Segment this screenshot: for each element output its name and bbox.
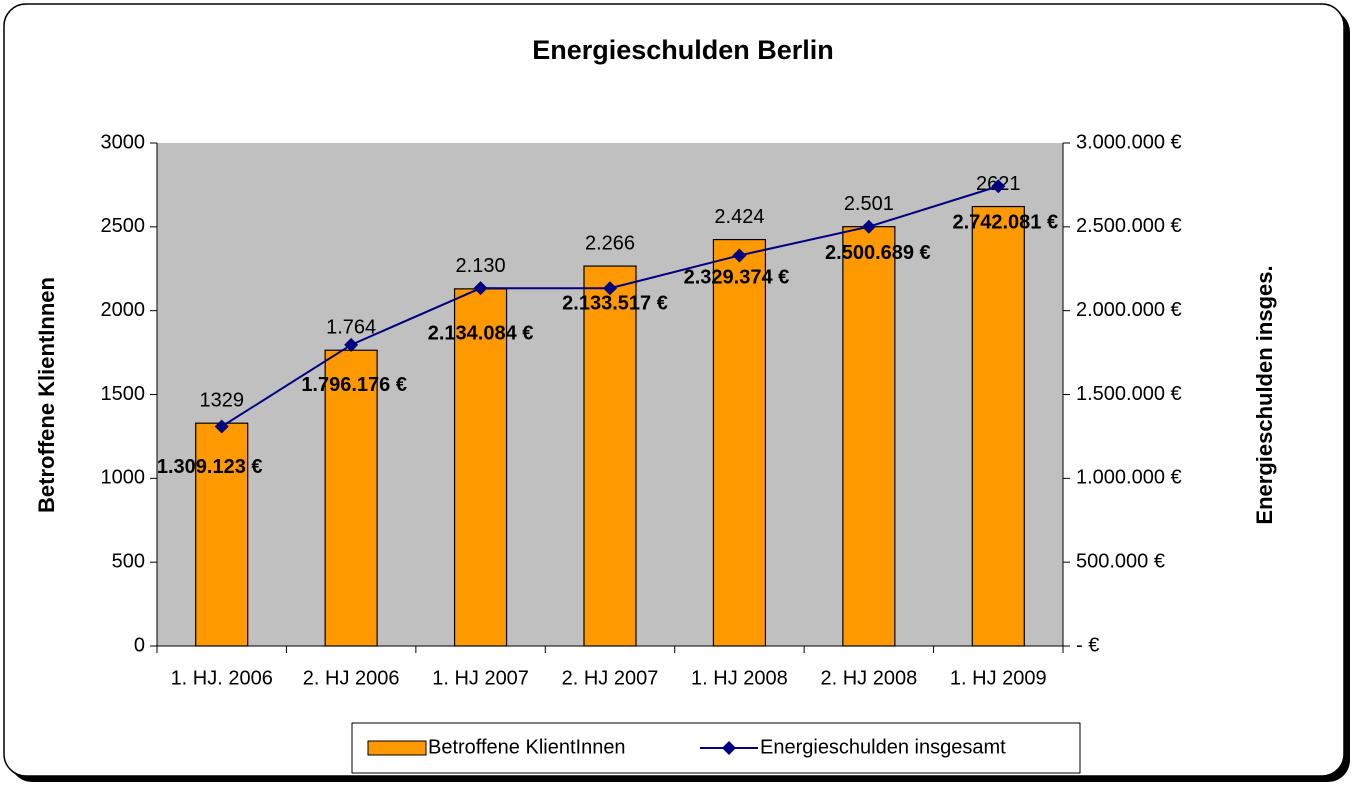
line-value-label: 2.500.689 € [825,242,931,264]
y2-tick-label: 2.000.000 € [1076,299,1182,321]
y2-tick-label: - € [1076,634,1099,656]
y2-tick-label: 1.000.000 € [1076,467,1182,489]
marker [214,419,229,434]
marker [861,219,876,234]
line-value-label: 2.133.517 € [562,293,668,315]
x-tick-label: 2. HJ 2007 [562,667,659,689]
line-value-label: 2.329.374 € [684,267,790,289]
bar-value-label: 2.501 [844,193,894,215]
x-tick-label: 1. HJ. 2006 [171,667,273,689]
bar-value-label: 2.130 [456,255,506,277]
y2-axis-title: Energieschulden insges. [1252,265,1277,524]
y-tick-label: 3000 [101,131,146,153]
marker [732,248,747,263]
marker [603,281,617,296]
bar-value-label: 2.424 [714,206,764,228]
marker [344,337,359,352]
y-tick-label: 1000 [101,467,146,489]
y-tick-label: 2000 [101,299,146,321]
y-tick-label: 0 [134,634,145,656]
x-tick-label: 2. HJ 2008 [820,667,917,689]
y2-tick-label: 1.500.000 € [1076,383,1182,405]
legend-swatch [367,740,427,756]
line-value-label: 1.796.176 € [301,374,407,396]
marker [991,179,1006,194]
bar [453,288,508,647]
line-value-label: 1.309.123 € [157,456,263,478]
bar [842,226,896,647]
y2-tick-label: 3.000.000 € [1076,131,1182,153]
legend-label: Betroffene KlientInnen [428,736,626,758]
x-tick-label: 2. HJ 2006 [303,667,400,689]
y2-tick-label: 2.500.000 € [1076,215,1182,237]
bar [712,238,767,647]
x-tick-label: 1. HJ 2008 [691,667,788,689]
y-tick-label: 1500 [101,383,146,405]
line-value-label: 2.134.084 € [428,322,534,344]
y-axis-title: Betroffene KlientInnen [34,277,59,513]
bar [324,349,378,647]
legend-marker [722,741,736,755]
bar-value-label: 1329 [199,389,244,411]
x-tick-label: 1. HJ 2007 [432,667,529,689]
bar [583,265,637,647]
marker [473,281,488,296]
y-tick-label: 2500 [101,215,146,237]
legend-label: Energieschulden insgesamt [760,736,1006,758]
bar [971,205,1025,647]
bar-value-label: 2.266 [585,232,635,254]
y2-tick-label: 500.000 € [1076,550,1165,572]
chart-title: Energieschulden Berlin [532,35,834,65]
x-tick-label: 1. HJ 2009 [950,667,1047,689]
y-tick-label: 500 [112,550,145,572]
bar-value-label: 1.764 [326,317,376,339]
line-value-label: 2.742.081 € [952,212,1058,234]
